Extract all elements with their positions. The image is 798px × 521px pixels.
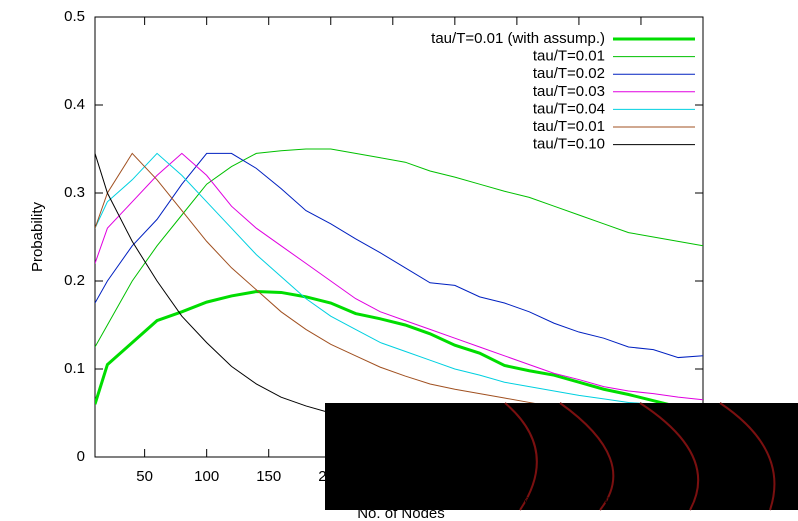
logo: MIND The MIND Lab The Maryland Informati… (325, 402, 798, 511)
logo-arcs (504, 402, 776, 511)
legend-label: tau/T=0.04 (533, 100, 605, 117)
legend-label: tau/T=0.01 (533, 48, 605, 65)
x-tick-label: 150 (256, 468, 281, 485)
logo-mark: MIND (340, 412, 485, 463)
legend-label: tau/T=0.01 (with assump.) (431, 30, 605, 47)
y-tick-label: 0.5 (64, 8, 85, 25)
series-line (95, 152, 703, 410)
series-line (95, 290, 703, 415)
y-tick-label: 0.2 (64, 272, 85, 289)
series-line (95, 153, 703, 436)
logo-caption: The Maryland Information and Network Dyn… (393, 492, 660, 506)
logo-background (325, 403, 798, 510)
series-line (95, 152, 703, 401)
legend-label: tau/T=0.03 (533, 83, 605, 100)
x-axis-label: No. of Nodes (357, 505, 445, 521)
y-tick-label: 0 (77, 448, 85, 465)
legend-label: tau/T=0.01 (533, 118, 605, 135)
series-line (95, 152, 703, 425)
legend-label: tau/T=0.10 (533, 136, 605, 153)
y-tick-label: 0.1 (64, 360, 85, 377)
x-tick-label: 50 (136, 468, 153, 485)
series-line (95, 148, 703, 348)
legend-label: tau/T=0.02 (533, 65, 605, 82)
y-axis-label: Probability (29, 201, 46, 272)
series-line (95, 152, 703, 359)
y-tick-label: 0.4 (64, 96, 85, 113)
x-tick-label: 100 (194, 468, 219, 485)
y-tick-label: 0.3 (64, 184, 85, 201)
logo-small: The MIND Lab (388, 466, 447, 476)
